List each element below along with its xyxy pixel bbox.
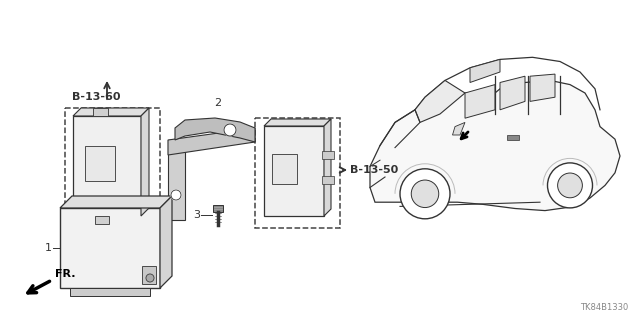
Polygon shape: [530, 74, 555, 101]
Circle shape: [224, 124, 236, 136]
Polygon shape: [370, 80, 620, 211]
Polygon shape: [141, 108, 149, 216]
Text: TK84B1330: TK84B1330: [580, 303, 628, 312]
Polygon shape: [73, 108, 149, 116]
Bar: [322, 176, 334, 184]
Circle shape: [171, 190, 181, 200]
Circle shape: [400, 169, 450, 219]
Text: 1: 1: [45, 243, 52, 253]
Text: 2: 2: [214, 98, 221, 108]
Circle shape: [412, 180, 439, 208]
Bar: [95, 216, 109, 224]
Text: B-13-60: B-13-60: [72, 92, 120, 102]
Bar: [272, 154, 297, 184]
Bar: [65, 108, 160, 228]
Polygon shape: [500, 76, 525, 110]
Text: B-13-50: B-13-50: [350, 165, 398, 175]
Polygon shape: [415, 80, 465, 123]
Bar: [507, 135, 519, 140]
Circle shape: [557, 173, 582, 198]
Bar: [85, 146, 115, 181]
Bar: [73, 116, 141, 216]
Polygon shape: [160, 196, 172, 288]
Circle shape: [146, 274, 154, 282]
Polygon shape: [452, 123, 465, 135]
Polygon shape: [168, 140, 185, 220]
Text: FR.: FR.: [55, 269, 76, 279]
Bar: [213, 205, 223, 212]
Polygon shape: [324, 119, 331, 216]
Polygon shape: [465, 84, 495, 118]
Bar: [93, 108, 108, 116]
Circle shape: [547, 163, 593, 208]
Polygon shape: [175, 118, 255, 142]
Polygon shape: [470, 60, 500, 83]
Text: 3: 3: [193, 210, 200, 220]
Polygon shape: [60, 196, 172, 208]
Polygon shape: [168, 128, 255, 155]
Polygon shape: [264, 119, 331, 126]
Bar: [255, 118, 340, 228]
Bar: [142, 266, 156, 284]
Bar: [322, 151, 334, 159]
Bar: [60, 208, 160, 288]
Bar: [264, 126, 324, 216]
Polygon shape: [70, 288, 150, 296]
